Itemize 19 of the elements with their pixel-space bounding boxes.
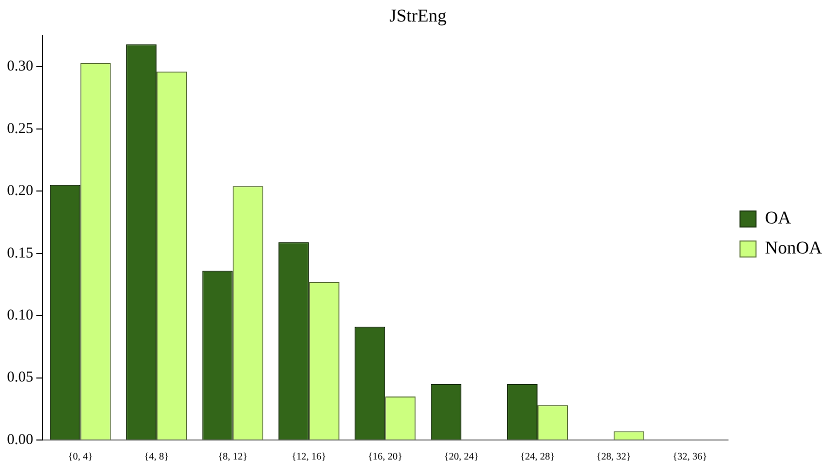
x-tick-label: {8, 12} [218,452,248,463]
x-tick-label: {20, 24} [444,452,479,463]
x-tick-label: {16, 20} [368,452,402,463]
chart-title: JStrEng [389,6,447,26]
x-tick-label: {12, 16} [292,452,326,463]
y-tick-label: 0.00 [7,432,34,448]
y-tick-label: 0.25 [7,120,34,137]
y-tick-label: 0.05 [7,370,34,386]
x-tick-label: {28, 32} [596,452,632,463]
y-tick-label: 0.20 [7,183,34,200]
legend-label: NonOA [765,238,822,258]
x-tick-label: {4, 8} [144,452,169,463]
x-tick-label: {32, 36} [672,452,708,463]
x-tick-label: {0, 4} [68,452,93,463]
y-tick-label: 0.30 [7,58,34,75]
y-tick-label: 0.15 [7,245,34,262]
legend-label: OA [765,208,792,228]
x-tick-label: {24, 28} [520,452,555,463]
y-tick-label: 0.10 [7,308,34,324]
